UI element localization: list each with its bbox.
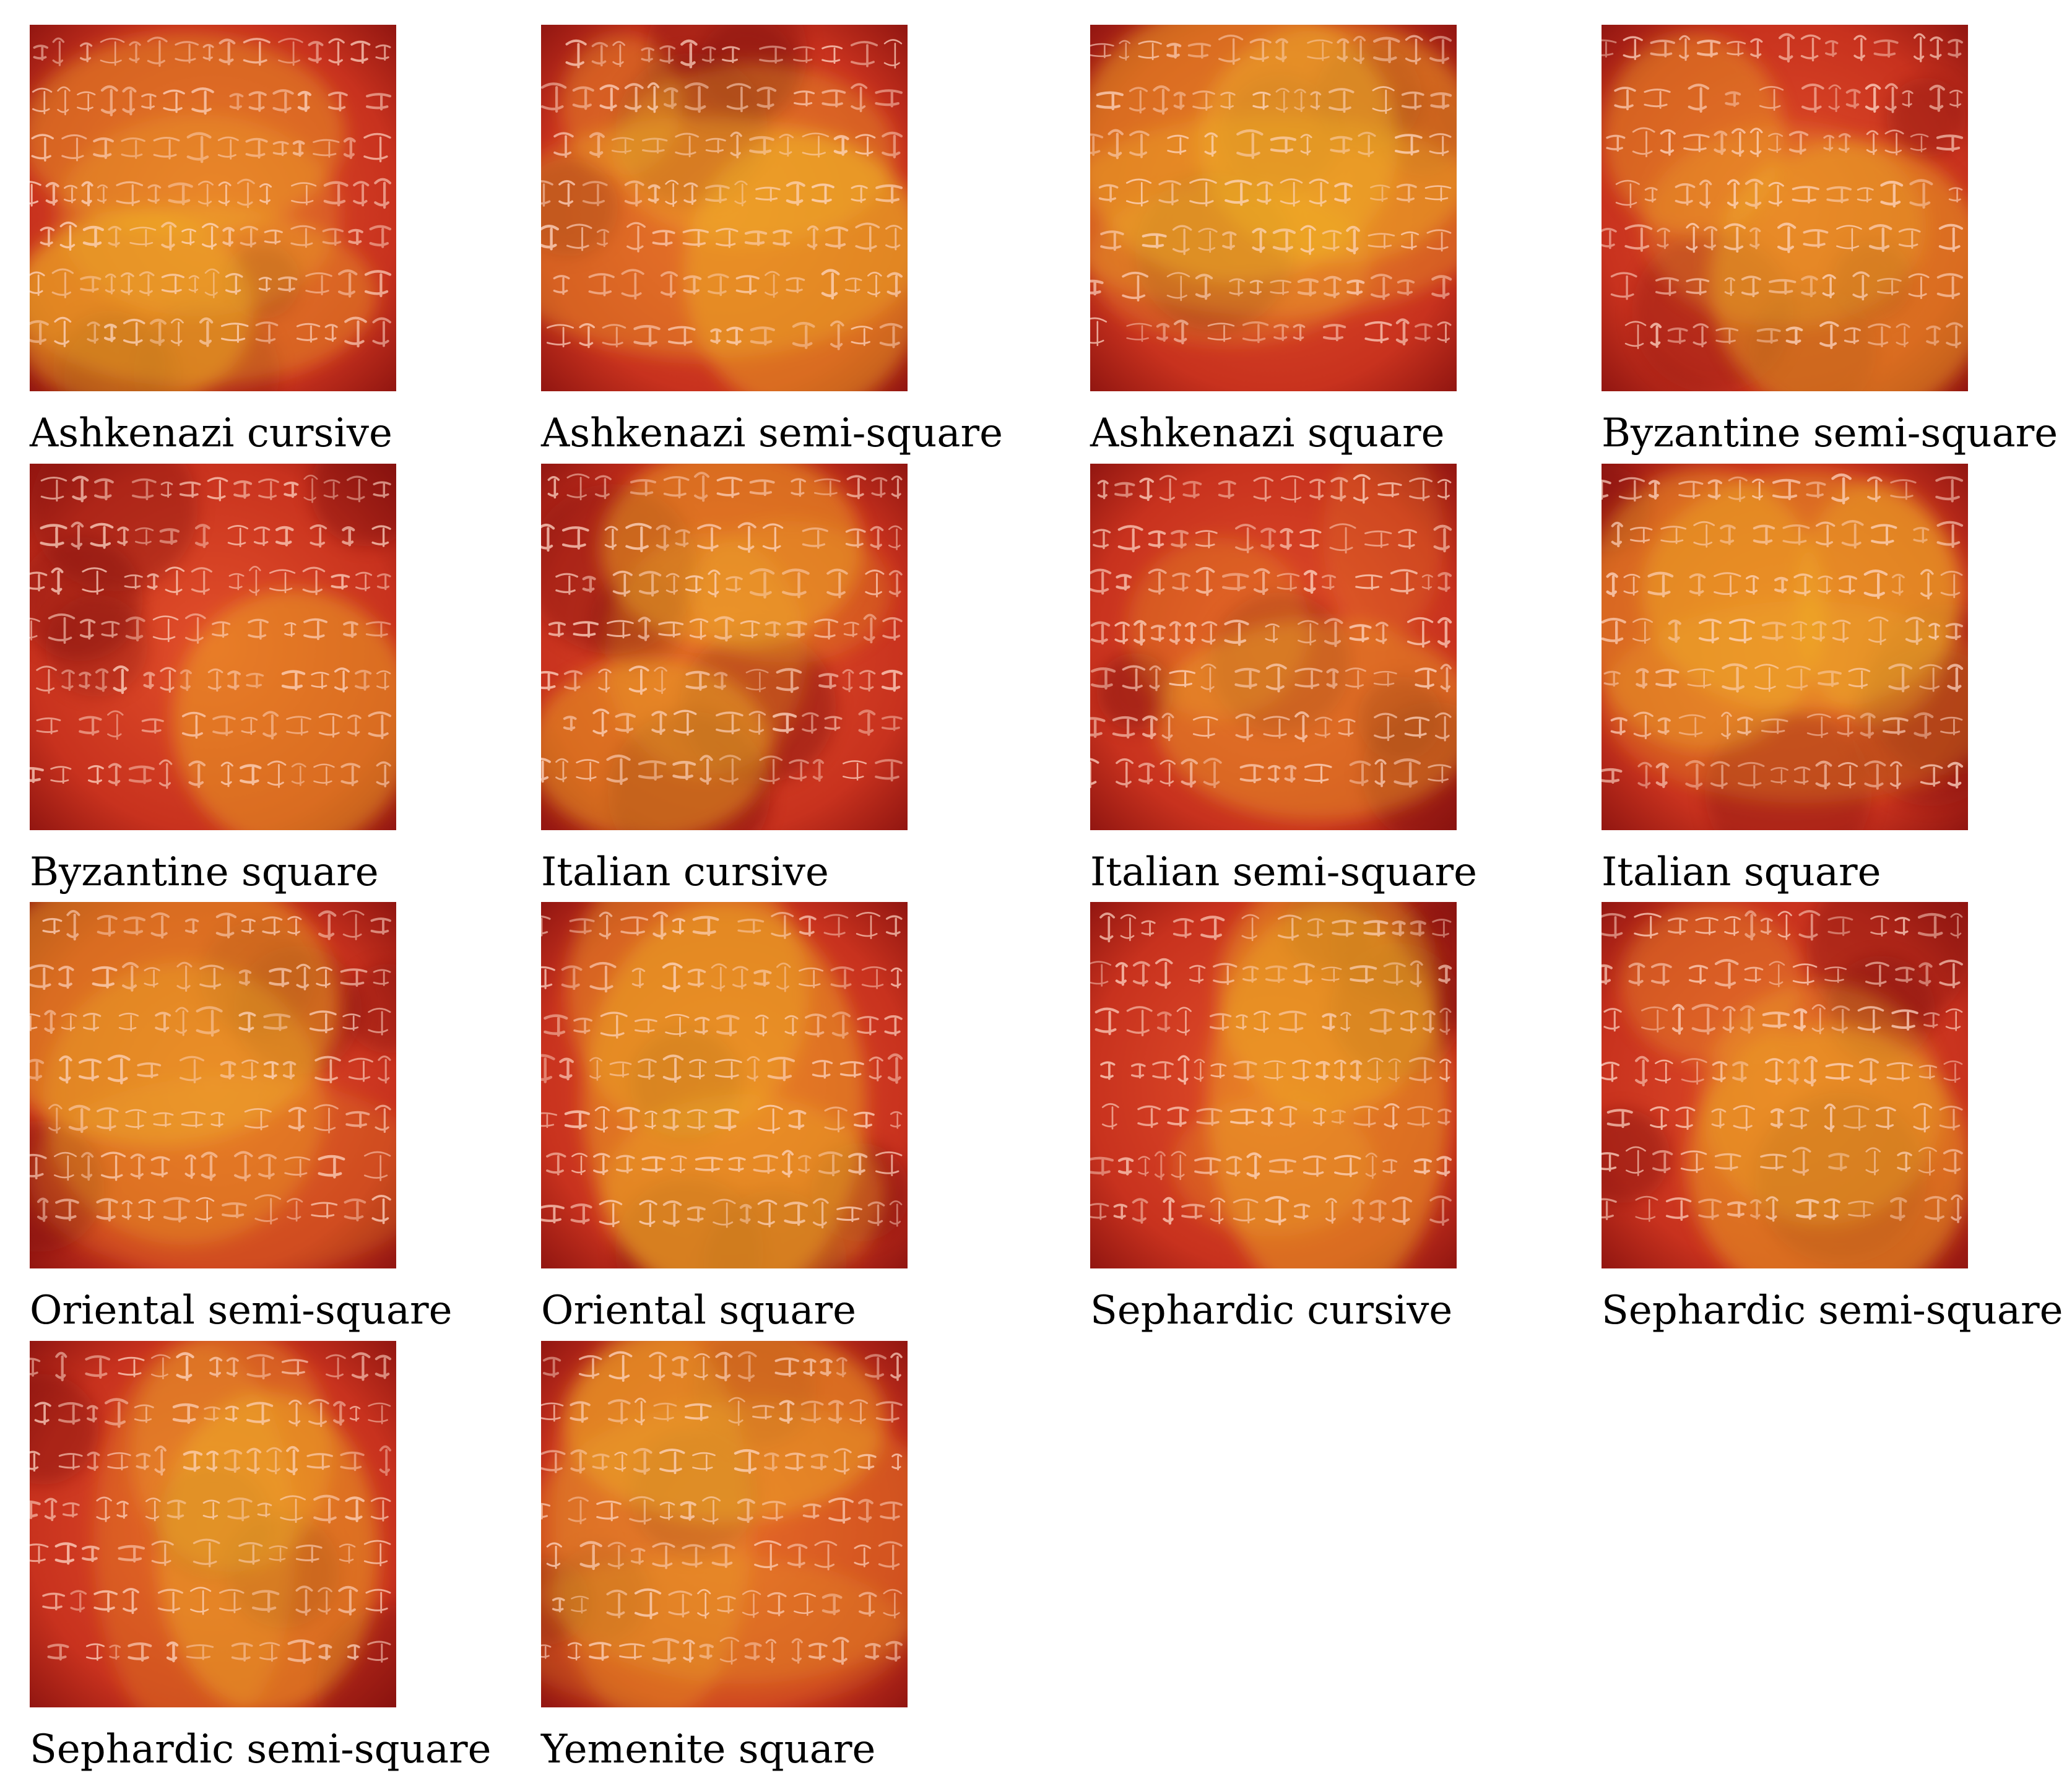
heatmap-tile-ashkenazi-cursive (30, 25, 396, 391)
caption-ashkenazi-semi-square: Ashkenazi semi-square (541, 410, 1003, 456)
heatmap-sephardic-semi-square-2 (30, 1341, 396, 1707)
heatmap-sephardic-cursive (1090, 902, 1457, 1268)
caption-sephardic-semi-square: Sephardic semi-square (1602, 1288, 2063, 1333)
heatmap-tile-byzantine-square (30, 464, 396, 830)
heatmap-italian-cursive (541, 464, 908, 830)
caption-oriental-semi-square: Oriental semi-square (30, 1288, 453, 1333)
heatmap-ashkenazi-semi-square (541, 25, 908, 391)
caption-ashkenazi-square: Ashkenazi square (1090, 410, 1445, 456)
heatmap-byzantine-semi-square (1602, 25, 1968, 391)
heatmap-tile-ashkenazi-semi-square (541, 25, 908, 391)
heatmap-italian-semi-square (1090, 464, 1457, 830)
caption-sephardic-semi-square-2: Sephardic semi-square (30, 1727, 492, 1772)
caption-ashkenazi-cursive: Ashkenazi cursive (30, 410, 392, 456)
heatmap-italian-square (1602, 464, 1968, 830)
caption-italian-square: Italian square (1602, 849, 1881, 895)
heatmap-tile-oriental-square (541, 902, 908, 1268)
heatmap-byzantine-square (30, 464, 396, 830)
heatmap-ashkenazi-cursive (30, 25, 396, 391)
heatmap-tile-sephardic-cursive (1090, 902, 1457, 1268)
heatmap-yemenite-square (541, 1341, 908, 1707)
heatmap-tile-sephardic-semi-square-2 (30, 1341, 396, 1707)
heatmap-tile-oriental-semi-square (30, 902, 396, 1268)
caption-byzantine-square: Byzantine square (30, 849, 379, 895)
heatmap-oriental-square (541, 902, 908, 1268)
caption-oriental-square: Oriental square (541, 1288, 856, 1333)
caption-sephardic-cursive: Sephardic cursive (1090, 1288, 1453, 1333)
heatmap-tile-ashkenazi-square (1090, 25, 1457, 391)
caption-italian-semi-square: Italian semi-square (1090, 849, 1477, 895)
heatmap-oriental-semi-square (30, 902, 396, 1268)
heatmap-sephardic-semi-square (1602, 902, 1968, 1268)
caption-italian-cursive: Italian cursive (541, 849, 829, 895)
heatmap-ashkenazi-square (1090, 25, 1457, 391)
heatmap-tile-italian-semi-square (1090, 464, 1457, 830)
heatmap-tile-byzantine-semi-square (1602, 25, 1968, 391)
caption-yemenite-square: Yemenite square (541, 1727, 876, 1772)
heatmap-tile-sephardic-semi-square (1602, 902, 1968, 1268)
heatmap-tile-italian-square (1602, 464, 1968, 830)
heatmap-tile-italian-cursive (541, 464, 908, 830)
heatmap-tile-yemenite-square (541, 1341, 908, 1707)
caption-byzantine-semi-square: Byzantine semi-square (1602, 410, 2058, 456)
